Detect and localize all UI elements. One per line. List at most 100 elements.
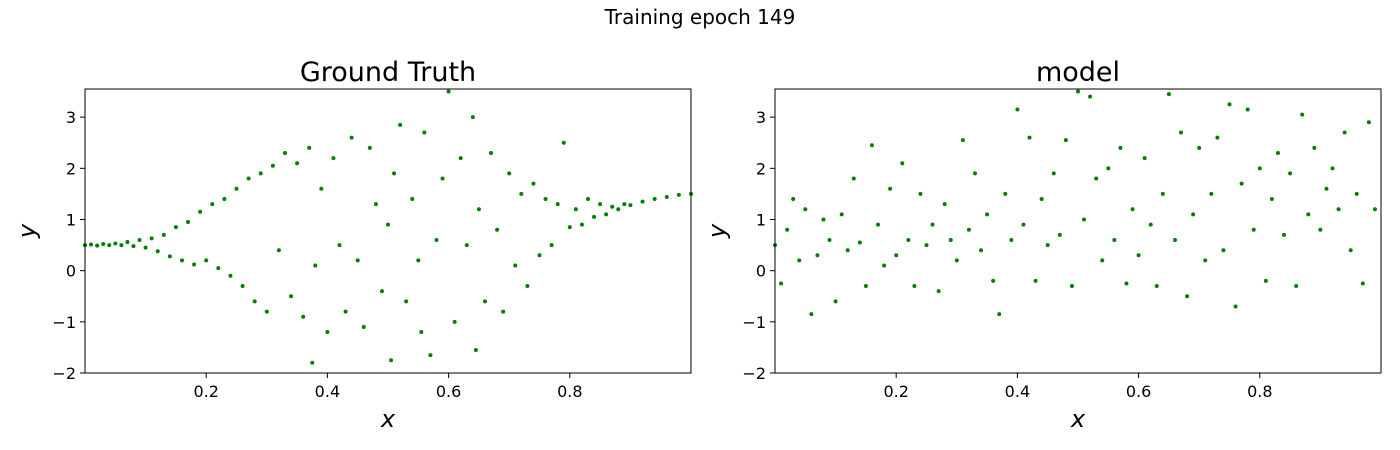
- data-point: [167, 254, 172, 259]
- data-point: [240, 284, 245, 289]
- data-point: [573, 207, 578, 212]
- data-point: [1312, 145, 1317, 150]
- data-point: [482, 299, 487, 304]
- x-tick-label: 0.4: [315, 382, 340, 401]
- data-point: [282, 150, 287, 155]
- data-point: [252, 299, 257, 304]
- data-point: [337, 243, 342, 248]
- data-point: [640, 199, 645, 204]
- data-point: [1100, 258, 1105, 263]
- data-point: [101, 242, 106, 247]
- data-point: [1021, 222, 1026, 227]
- data-point: [234, 186, 239, 191]
- data-point: [1033, 278, 1038, 283]
- data-point: [579, 222, 584, 227]
- plot-frame: [84, 88, 692, 374]
- data-point: [361, 324, 366, 329]
- data-point: [419, 330, 424, 335]
- data-point: [143, 245, 148, 250]
- data-point: [392, 171, 397, 176]
- x-tick-label: 0.6: [436, 382, 461, 401]
- data-point: [95, 243, 100, 248]
- data-point: [495, 227, 500, 232]
- data-point: [869, 143, 874, 148]
- data-point: [942, 202, 947, 207]
- data-point: [319, 186, 324, 191]
- data-point: [827, 237, 832, 242]
- data-point: [785, 227, 790, 232]
- data-point: [652, 197, 657, 202]
- data-point: [1354, 191, 1359, 196]
- y-axis-label: y: [13, 223, 41, 239]
- data-point: [997, 312, 1002, 317]
- data-point: [930, 222, 935, 227]
- y-tick-label: 2: [756, 159, 766, 178]
- data-point: [125, 240, 130, 244]
- x-tick-label: 0.6: [1126, 382, 1151, 401]
- data-point: [1336, 207, 1341, 212]
- data-point: [204, 258, 209, 263]
- data-point: [270, 163, 275, 168]
- data-point: [1124, 281, 1129, 286]
- x-axis-label: x: [1070, 405, 1086, 433]
- x-axis-label: x: [380, 405, 396, 433]
- data-point: [513, 263, 518, 268]
- data-point: [367, 145, 372, 150]
- data-point: [119, 243, 124, 248]
- data-point: [1360, 281, 1365, 286]
- data-point: [966, 227, 971, 232]
- data-point: [676, 192, 681, 197]
- data-point: [489, 150, 494, 155]
- data-point: [918, 191, 923, 196]
- data-point: [161, 232, 166, 237]
- data-point: [616, 207, 621, 212]
- data-point: [863, 284, 868, 289]
- data-point: [507, 171, 512, 176]
- data-point: [246, 176, 251, 181]
- data-point: [228, 273, 233, 278]
- data-point: [307, 145, 312, 150]
- data-point: [809, 312, 814, 317]
- data-point: [216, 266, 221, 271]
- data-point: [912, 284, 917, 289]
- data-point: [839, 212, 844, 217]
- y-tick-label: 0: [66, 262, 76, 281]
- data-point: [149, 236, 154, 241]
- data-point: [1372, 207, 1377, 212]
- chart-title: model: [1036, 57, 1120, 88]
- data-point: [422, 130, 427, 135]
- chart-panel-1: 0.2 0.4 0.6 0.8 −2 −1 0 1 2 3 Ground Truth x y: [13, 57, 693, 433]
- data-point: [1330, 166, 1335, 171]
- data-point: [1239, 181, 1244, 186]
- data-point: [622, 202, 627, 207]
- data-point: [222, 197, 227, 202]
- data-point: [276, 248, 281, 253]
- data-point: [1263, 278, 1268, 283]
- data-point: [525, 284, 530, 289]
- data-point: [186, 220, 191, 225]
- x-tick-label: 0.4: [1005, 382, 1030, 401]
- data-point: [1051, 171, 1056, 176]
- data-point: [972, 171, 977, 176]
- x-tick-label: 0.8: [557, 382, 582, 401]
- data-point: [1076, 89, 1080, 94]
- x-tick-label: 0.2: [193, 382, 218, 401]
- y-tick-label: −2: [742, 364, 766, 383]
- data-point: [924, 243, 929, 248]
- data-point: [604, 212, 609, 217]
- data-point: [876, 222, 881, 227]
- data-point: [1166, 92, 1171, 97]
- chart-panels: 0.2 0.4 0.6 0.8 −2 −1 0 1 2 3 Ground Truth x y 0.2 0.4…: [13, 57, 1382, 433]
- data-point: [567, 225, 572, 230]
- data-point: [440, 176, 445, 181]
- data-point: [936, 289, 941, 294]
- data-point: [173, 225, 178, 230]
- data-point: [531, 181, 536, 186]
- data-point: [379, 289, 384, 294]
- data-point: [404, 299, 409, 304]
- data-point: [131, 244, 136, 249]
- scatter-points: [83, 89, 693, 365]
- data-point: [192, 262, 197, 267]
- data-point: [373, 202, 378, 207]
